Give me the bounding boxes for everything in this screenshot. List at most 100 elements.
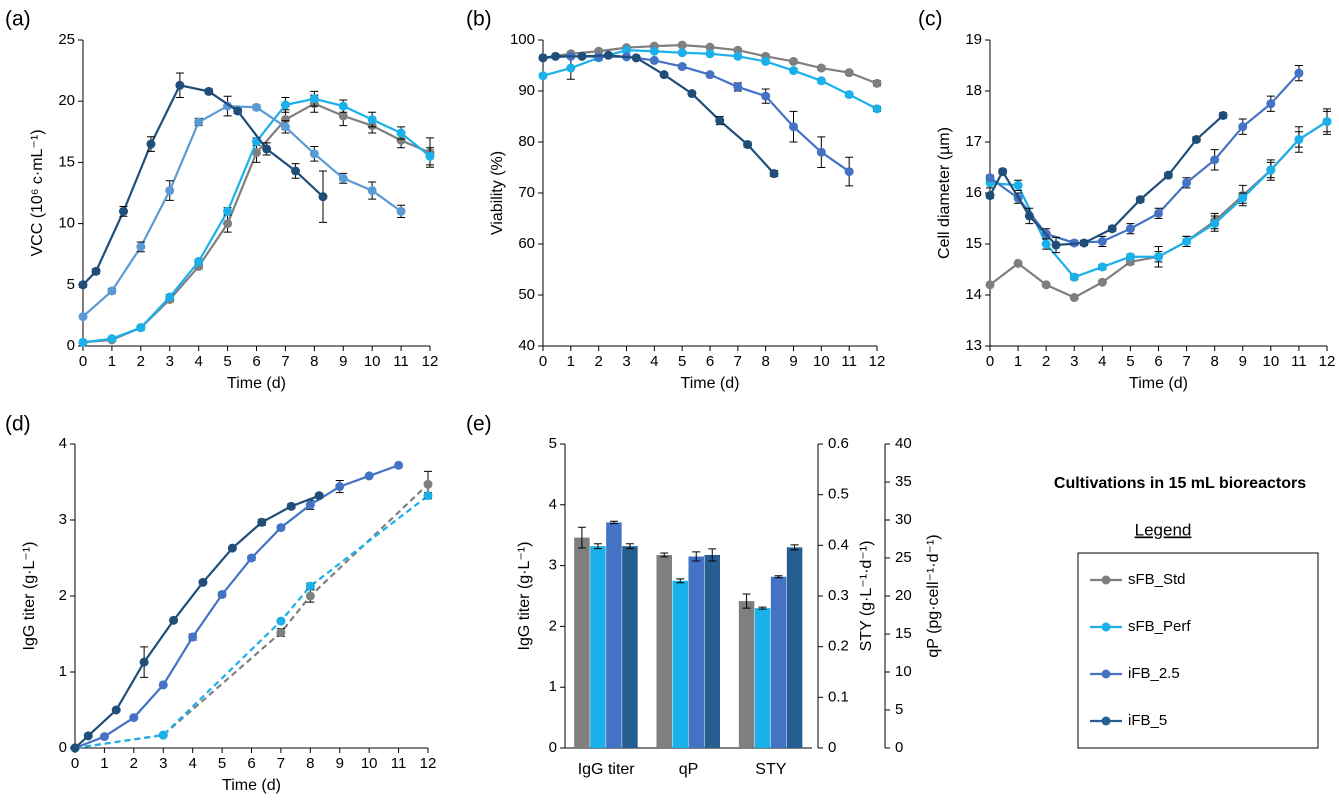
x-tick-label: 8 [306, 755, 314, 772]
error-bar [609, 520, 618, 525]
y-tick-label: 20 [895, 587, 912, 604]
data-point [1294, 68, 1304, 78]
x-tick-label: 6 [1154, 353, 1162, 370]
x-tick-label: 11 [393, 353, 409, 370]
data-point [233, 106, 243, 116]
data-point [78, 312, 88, 322]
data-point [816, 63, 826, 73]
y-tick-label: 0 [59, 739, 67, 756]
data-point [705, 49, 715, 59]
data-point [165, 186, 175, 196]
x-tick-label: 4 [650, 353, 658, 370]
data-point [687, 89, 697, 99]
data-point [705, 70, 715, 80]
data-point [1266, 99, 1276, 109]
data-point [169, 615, 179, 625]
y-tick-label: 2 [59, 587, 67, 604]
y-tick-label: 18 [965, 82, 982, 99]
data-point [188, 632, 198, 642]
x-tick-label: 0 [79, 353, 87, 370]
data-point [335, 482, 345, 492]
x-tick-label: 6 [706, 353, 714, 370]
data-point [91, 266, 101, 276]
y-tick-label: 4 [59, 435, 67, 452]
x-tick-label: 9 [336, 755, 344, 772]
x-tick-label: 0 [71, 755, 79, 772]
data-point [761, 56, 771, 66]
data-point [262, 144, 272, 154]
x-tick-label: 10 [1262, 353, 1279, 370]
y-tick-label: 25 [895, 549, 912, 566]
data-point [78, 337, 88, 347]
y-tick-label: 0.2 [828, 638, 849, 655]
x-tick-label: STY [755, 761, 786, 778]
data-point [1182, 178, 1192, 188]
data-point [338, 111, 348, 121]
x-tick-label: 5 [218, 755, 226, 772]
series-line [74, 483, 429, 750]
legend-label: iFB_2.5 [1128, 665, 1180, 682]
data-point [1210, 219, 1220, 229]
y-tick-label: 10 [58, 215, 75, 232]
data-point [631, 53, 641, 63]
data-point [985, 280, 995, 290]
data-point [1182, 236, 1192, 246]
y-tick-label: 13 [965, 337, 982, 354]
x-tick-label: 4 [1098, 353, 1106, 370]
y-tick-label: 5 [895, 701, 903, 718]
data-point [1097, 277, 1107, 287]
y-tick-label: 60 [518, 235, 535, 252]
x-tick-label: 12 [422, 353, 439, 370]
data-point [217, 589, 227, 599]
data-point [111, 705, 121, 715]
bar [574, 537, 590, 748]
y-tick-label: 80 [518, 133, 535, 150]
data-point [396, 206, 406, 216]
y-tick-label: 2 [549, 617, 557, 634]
data-point [715, 116, 725, 126]
data-point [1097, 236, 1107, 246]
panel-label: (e) [466, 413, 492, 436]
x-tick-label: 5 [223, 353, 231, 370]
y-tick-label: 16 [965, 184, 982, 201]
data-point [309, 94, 319, 104]
y-tick-label: 15 [965, 235, 982, 252]
x-tick-label: IgG titer [578, 761, 636, 778]
data-point [1041, 280, 1051, 290]
y-tick-label: 20 [58, 92, 75, 109]
x-tick-label: qP [679, 761, 699, 778]
y-tick-label: 4 [549, 496, 557, 513]
data-point [1210, 155, 1220, 165]
data-point [1218, 110, 1228, 120]
data-point [175, 80, 185, 90]
data-point [227, 543, 237, 553]
data-point [816, 147, 826, 157]
x-tick-label: 0 [986, 353, 994, 370]
data-point [743, 140, 753, 150]
x-tick-label: 12 [420, 755, 437, 772]
x-tick-label: 3 [159, 755, 167, 772]
x-tick-label: 2 [1042, 353, 1050, 370]
y-tick-label: 0 [67, 337, 75, 354]
y-tick-label: 30 [895, 511, 912, 528]
y-tick-label: 0.4 [828, 536, 849, 553]
data-point [1079, 238, 1089, 248]
data-point [280, 122, 290, 132]
data-point [158, 680, 168, 690]
error-bar [758, 606, 767, 610]
data-point [622, 45, 631, 55]
x-tick-label: 4 [188, 755, 196, 772]
x-tick-label: 10 [361, 755, 378, 772]
data-point [733, 82, 743, 92]
data-point [789, 56, 798, 66]
error-bar [676, 578, 685, 584]
y-axis-label: STY (g·L⁻¹·d⁻¹) [858, 541, 875, 652]
x-axis-label: Time (d) [222, 777, 281, 794]
bar [606, 522, 622, 748]
figure-title: Cultivations in 15 mL bioreactors [1054, 475, 1306, 492]
error-bar [577, 526, 586, 549]
y-tick-label: 15 [895, 625, 912, 642]
data-point [364, 471, 374, 481]
data-point [769, 169, 779, 179]
y-axis-label: qP (pg·cell⁻¹·d⁻¹) [925, 534, 942, 657]
